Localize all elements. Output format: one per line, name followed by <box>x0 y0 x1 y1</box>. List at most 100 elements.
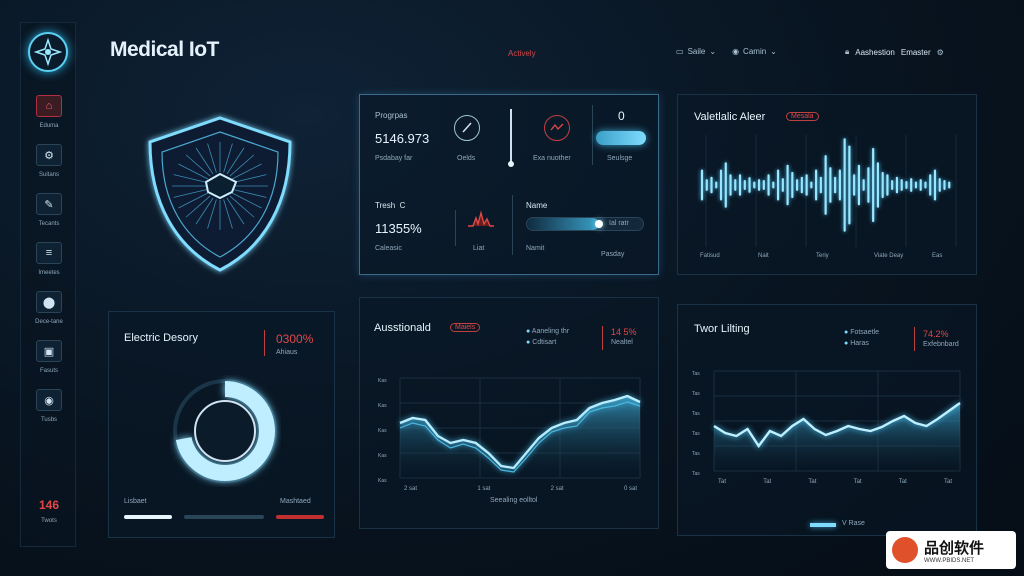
summary-panel: Progrpas 5146.973 Psdabay far Oelds Exa … <box>359 94 659 275</box>
sidebar-item-1[interactable]: ⌂ Eduma <box>21 95 77 129</box>
sidebar-item-label: Tecants <box>38 221 60 227</box>
alert-badge[interactable]: Mesala <box>786 112 819 121</box>
security-title: Electric Desory <box>124 332 198 344</box>
sidebar-item-2[interactable]: ⚙ Suitans <box>21 144 77 178</box>
sliders-icon: ▭ <box>676 47 684 56</box>
sidebar-item-6[interactable]: ▣ Fasuts <box>21 340 77 374</box>
y-tick-label: Tas <box>692 411 700 417</box>
x-tick-label: Eas <box>932 253 942 259</box>
x-tick-label: 2 sat <box>551 486 564 492</box>
watermark: 品创软件 WWW.PBIDS.NET <box>886 531 1016 569</box>
counter-label: Twots <box>41 518 57 524</box>
legend-line-icon <box>810 523 836 527</box>
program-value: 5146.973 <box>375 131 430 146</box>
logo[interactable] <box>28 32 68 72</box>
sidebar-item-5[interactable]: ⬤ Dece-tane <box>21 291 77 325</box>
divider <box>914 327 915 351</box>
x-tick-label: Fatisud <box>700 253 720 259</box>
x-tick-label: Tat <box>899 479 907 485</box>
vertical-slider-thumb[interactable] <box>508 161 514 167</box>
sidebar: ⌂ Eduma ⚙ Suitans ✎ Tecants ≡ Imeetes ⬤ Dece-tane… <box>20 22 76 547</box>
alert-bar-chart: Fatisud Nait Teriy Viate Deay Eas <box>700 135 957 259</box>
tower-stat: 74.2% <box>923 329 949 339</box>
sidebar-item-label: Dece-tane <box>35 319 63 325</box>
header-link-label: Saile <box>687 47 706 56</box>
y-tick-label: Kas <box>378 478 387 484</box>
divider <box>512 195 513 255</box>
x-tick-label: Tat <box>944 479 952 485</box>
divider <box>264 330 265 356</box>
monitor-icon: ▣ <box>36 340 62 362</box>
app-title: Medical IoT <box>110 38 219 61</box>
user-role: Emaster <box>900 47 931 57</box>
lock-icon: ◉ <box>36 389 62 411</box>
spike-chart-icon <box>468 210 494 227</box>
name-slider[interactable]: Ial ratr <box>526 217 644 231</box>
y-tick-label: Kas <box>378 453 387 459</box>
x-tick-label: Tat <box>718 479 726 485</box>
location-icon: ⬤ <box>36 291 62 313</box>
chevron-down-icon: ⌄ <box>709 47 717 56</box>
assist-legend-item-2: ● Cdtisart <box>526 339 556 346</box>
tower-legend-bottom: V Rase <box>842 520 865 527</box>
header-link-camin[interactable]: ◉ Camin ⌄ <box>732 47 777 56</box>
assist-area-chart: 2 sat 1 sat 2 sat 0 sat Kas Kas Kas Kas Kas Seeal… <box>378 377 641 504</box>
y-tick-label: Kas <box>378 403 387 409</box>
legend-dot-icon: ● <box>526 339 531 346</box>
tresh-label: Tresh C <box>375 201 405 210</box>
legend-dot-icon: ● <box>844 340 849 347</box>
watermark-url: WWW.PBIDS.NET <box>924 557 974 564</box>
legend-dot-icon: ● <box>844 329 849 336</box>
program-sub: Psdabay far <box>375 155 413 162</box>
series-line <box>713 402 961 449</box>
sidebar-item-label: Eduma <box>39 123 59 129</box>
user-menu[interactable]: 🔒︎ Aashestion Emaster ⚙ <box>845 47 944 57</box>
shield-icon <box>148 116 292 272</box>
vertical-slider-track[interactable] <box>510 109 512 163</box>
assist-badge[interactable]: Maiels <box>450 323 481 332</box>
series-line <box>399 394 641 470</box>
check-circle-icon[interactable] <box>454 115 480 141</box>
user-label: Aashestion <box>855 47 895 57</box>
sidebar-item-7[interactable]: ◉ Tusbs <box>21 389 77 423</box>
x-tick-label: 1 sat <box>477 486 490 492</box>
tower-area-chart: Tat Tat Tat Tat Tat Tat Tas Tas Tas Tas Tas Tas <box>692 370 961 485</box>
sidebar-item-3[interactable]: ✎ Tecants <box>21 193 77 227</box>
header-link-saile[interactable]: ▭ Saile ⌄ <box>676 47 716 56</box>
tresh-label-text: Tresh <box>375 201 396 210</box>
sidebar-item-label: Fasuts <box>39 368 58 374</box>
header-link-label: Camin <box>743 47 767 56</box>
legend-label: Haras <box>850 340 869 347</box>
y-tick-label: Tas <box>692 391 700 397</box>
alarm-circle-icon[interactable] <box>544 115 570 141</box>
name-slider-fill <box>527 218 599 230</box>
watermark-text: 品创软件 <box>924 539 985 557</box>
y-tick-label: Tas <box>692 471 700 477</box>
divider <box>592 105 593 165</box>
tresh-value: 11355% <box>375 221 422 236</box>
x-tick-label: Viate Deay <box>874 253 903 259</box>
x-tick-label: 0 sat <box>624 486 637 492</box>
sidebar-counter: 146 Twots <box>21 498 77 524</box>
tower-panel: Twor Lilting ● Fotsaetle ● Haras 74.2% E… <box>677 304 977 536</box>
security-ring-chart <box>173 379 277 483</box>
assist-legend-item-1: ● Aaneling thr <box>526 328 569 335</box>
security-bar-left <box>124 515 172 519</box>
settings-icon: ⚙ <box>936 47 944 57</box>
sidebar-item-4[interactable]: ≡ Imeetes <box>21 242 77 276</box>
toggle-switch[interactable] <box>596 131 646 145</box>
y-tick-label: Tas <box>692 371 700 377</box>
legend-label: Fotsaetle <box>850 329 879 336</box>
alert-panel: Valetlalic Aleer Mesala Fatisud Nait Teriy… <box>677 94 977 275</box>
area-fill <box>714 403 960 471</box>
security-left-label: Lisbaet <box>124 498 147 505</box>
x-tick-label: Teriy <box>816 253 829 259</box>
x-tick-label: Tat <box>808 479 816 485</box>
divider <box>602 326 603 350</box>
y-tick-label: Kas <box>378 378 387 384</box>
compass-icon <box>33 37 63 67</box>
name-slider-thumb[interactable] <box>594 220 603 228</box>
sidebar-item-label: Imeetes <box>38 270 60 276</box>
tresh-sub: Caleasic <box>375 245 402 252</box>
security-panel: Electric Desory 0300% Ahiaus Lisbaet Mas… <box>108 311 335 538</box>
